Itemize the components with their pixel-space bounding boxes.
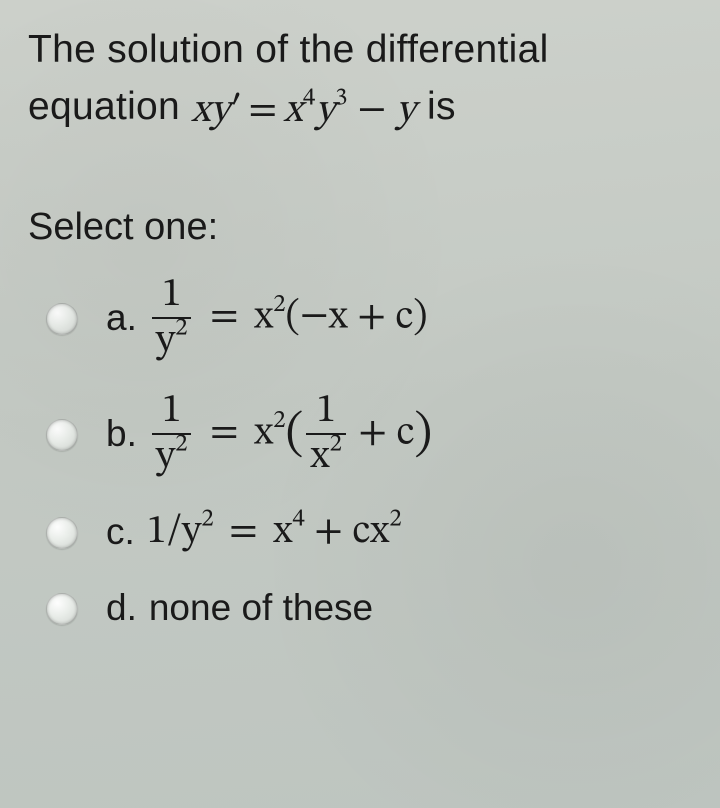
select-one-prompt: Select one: — [28, 206, 692, 249]
radio-icon[interactable] — [46, 419, 78, 451]
option-label: c. — [106, 511, 135, 553]
option-a[interactable]: a. 1y2 = x2(−x + c) — [46, 275, 692, 361]
radio-icon[interactable] — [46, 303, 78, 335]
option-b[interactable]: b. 1y2 = x2(1x2 + c) — [46, 391, 692, 477]
option-a-math: 1y2 = x2(−x + c) — [149, 275, 428, 361]
stem-equation: xy′=x4y3 − y — [191, 91, 416, 131]
option-label: b. — [106, 413, 137, 455]
stem-line1: The solution of the differential — [28, 28, 549, 71]
option-label: a. — [106, 297, 137, 339]
option-label: d. — [106, 587, 137, 629]
option-c-math: 1/y2 = x4 + cx2 — [147, 507, 402, 557]
question-block: The solution of the differential equatio… — [0, 0, 720, 669]
stem-line2-pre: equation — [28, 85, 191, 128]
radio-icon[interactable] — [46, 517, 78, 549]
option-d[interactable]: d. none of these — [46, 587, 692, 629]
stem-line2-post: is — [416, 85, 456, 128]
option-c[interactable]: c. 1/y2 = x4 + cx2 — [46, 507, 692, 557]
options-group: a. 1y2 = x2(−x + c) b. 1y2 = x2(1x2 + c)… — [28, 275, 692, 629]
option-b-math: 1y2 = x2(1x2 + c) — [149, 391, 432, 477]
option-d-text: none of these — [149, 587, 373, 629]
radio-icon[interactable] — [46, 593, 78, 625]
question-stem: The solution of the differential equatio… — [28, 22, 692, 140]
